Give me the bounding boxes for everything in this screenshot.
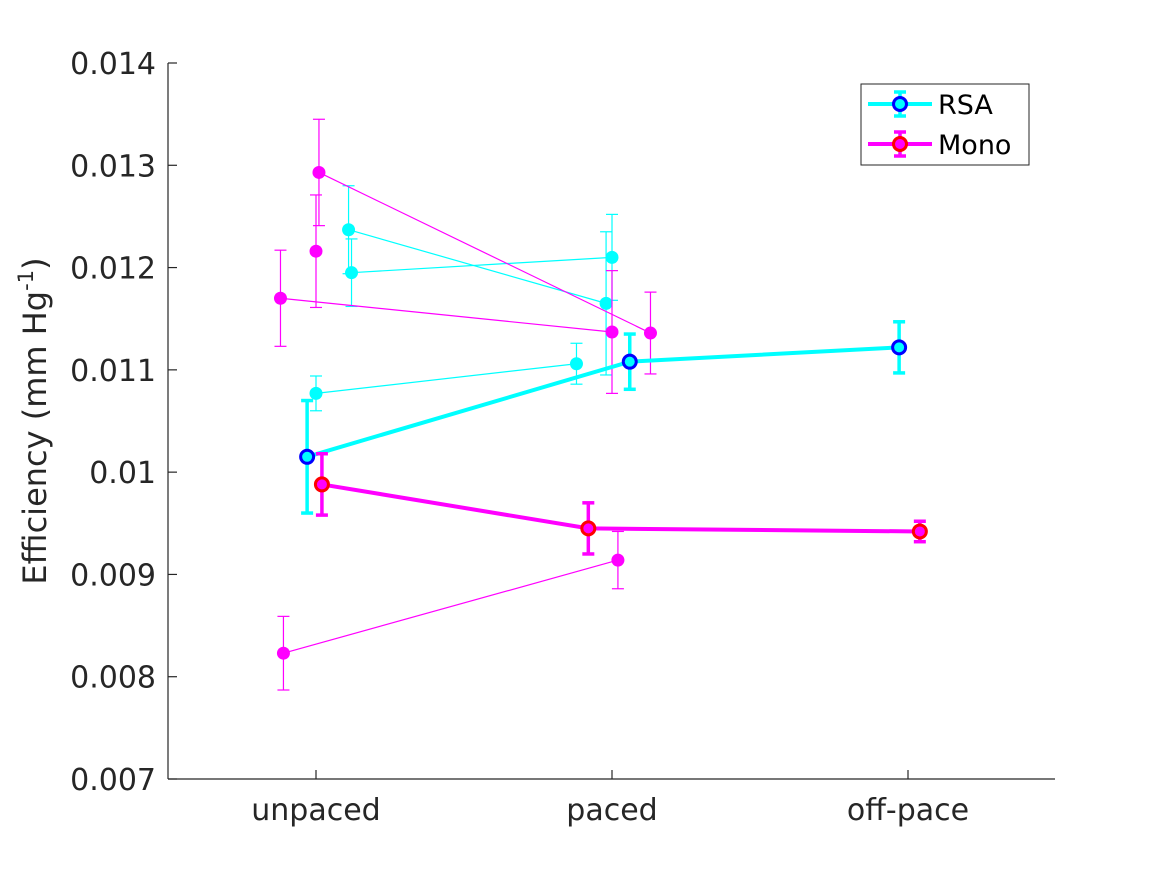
x-tick-label: unpaced: [251, 793, 380, 828]
legend-entry-mono: Mono: [868, 130, 1011, 161]
y-tick-label: 0.01: [89, 456, 156, 491]
x-tick-label: paced: [566, 793, 657, 828]
legend-entry-rsa: RSA: [868, 90, 993, 121]
subject-point: [273, 291, 287, 305]
subject-series-2: [309, 342, 583, 412]
legend-box: [860, 83, 1030, 166]
mean-point: [313, 476, 330, 493]
subject-series-5: [309, 194, 323, 309]
subject-series-0: [342, 185, 613, 376]
y-tick-label: 0.011: [70, 354, 156, 389]
subject-point: [276, 646, 290, 660]
subject-line: [315, 363, 577, 394]
mean-line: [306, 345, 900, 459]
x-tick-label: off-pace: [847, 793, 969, 828]
mean-point: [299, 448, 316, 465]
subject-series-4: [273, 249, 619, 394]
subject-point: [605, 250, 619, 264]
legend-marker: [892, 136, 908, 152]
y-tick-label: 0.009: [70, 558, 156, 593]
subject-point: [309, 244, 323, 258]
y-tick-label: 0.007: [70, 763, 156, 798]
subject-line: [351, 256, 613, 274]
subject-point: [312, 165, 326, 179]
y-axis-title-superscript: -1: [14, 270, 38, 291]
mean-line: [321, 482, 920, 534]
subject-point: [611, 553, 625, 567]
subject-point: [342, 223, 356, 237]
y-axis-title-suffix: ): [16, 257, 54, 269]
subject-point: [599, 296, 613, 310]
y-tick-label: 0.014: [70, 47, 156, 82]
subject-series-6: [276, 530, 625, 691]
subject-point: [569, 357, 583, 371]
subject-line: [280, 297, 613, 333]
mean-point: [621, 353, 638, 370]
mean-series-mono: [313, 451, 928, 556]
subject-series-1: [345, 213, 619, 308]
subject-line: [318, 171, 651, 334]
subject-point: [605, 325, 619, 339]
subject-series-3: [312, 118, 657, 375]
y-tick-label: 0.013: [70, 149, 156, 184]
subject-line: [283, 559, 619, 654]
y-axis-title: Efficiency (mm Hg-1): [14, 257, 54, 584]
subject-point: [345, 266, 359, 280]
y-tick-label: 0.008: [70, 661, 156, 696]
mean-point: [891, 339, 908, 356]
mean-point: [911, 523, 928, 540]
y-tick-label: 0.012: [70, 252, 156, 287]
y-axis-title-main: Efficiency (mm Hg: [16, 291, 54, 585]
legend-label: RSA: [938, 90, 993, 121]
mean-point: [580, 520, 597, 537]
subject-point: [309, 386, 323, 400]
legend-label: Mono: [938, 130, 1011, 161]
legend: RSA Mono: [860, 83, 1030, 166]
legend-marker: [892, 96, 908, 112]
mean-series-rsa: [299, 320, 908, 515]
plot-area: [273, 118, 928, 691]
axes: 0.007 0.008 0.009 0.01 0.011 0.012 0.013 0.014 u…: [14, 47, 1055, 828]
subject-point: [643, 326, 657, 340]
